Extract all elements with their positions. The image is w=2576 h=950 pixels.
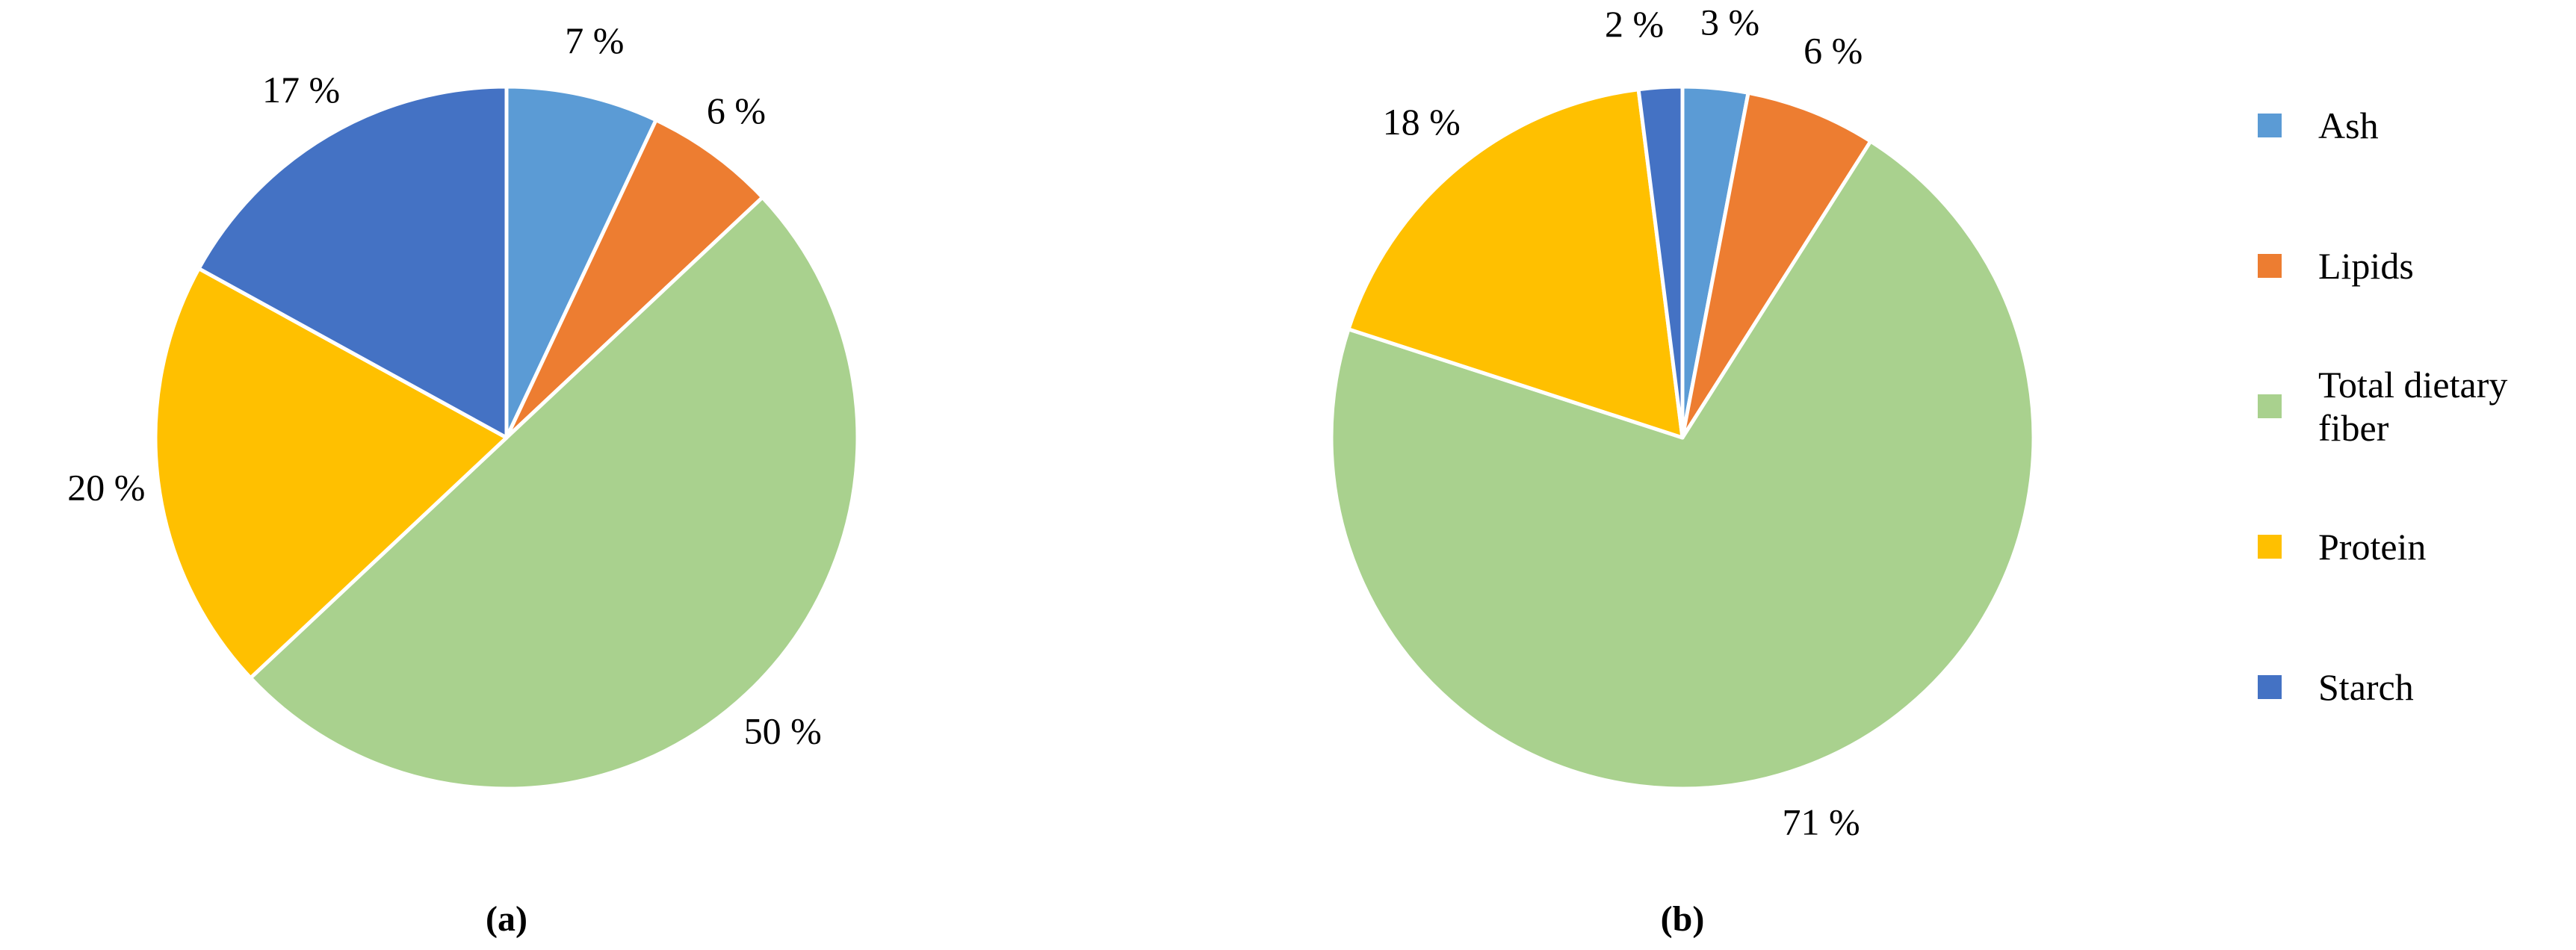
label-b-lipids: 6 % <box>1803 30 1863 72</box>
caption-b: (b) <box>1661 899 1705 939</box>
legend-swatch-lipids <box>2258 254 2282 278</box>
pie-chart-b: 3 % 6 % 71 % 18 % 2 % <box>1329 1 2036 843</box>
slice-a-ash <box>504 84 658 440</box>
legend-label-total-dietary-fiber: Total dietary <box>2318 364 2507 406</box>
slice-a-protein <box>153 267 509 680</box>
legend-item-starch: Starch <box>2258 666 2414 708</box>
label-a-ash: 7 % <box>565 19 624 61</box>
label-b-ash: 3 % <box>1700 1 1759 43</box>
slice-a-lipids <box>504 118 765 440</box>
label-b-starch: 2 % <box>1605 3 1664 45</box>
legend-swatch-starch <box>2258 675 2282 699</box>
label-b-protein: 18 % <box>1383 101 1461 143</box>
label-b-total-dietary-fiber: 71 % <box>1783 801 1860 843</box>
label-a-total-dietary-fiber: 50 % <box>744 710 822 752</box>
legend-swatch-protein <box>2258 535 2282 559</box>
label-a-starch: 17 % <box>262 69 340 111</box>
label-a-lipids: 6 % <box>707 90 766 131</box>
slice-b-starch <box>1636 84 1685 440</box>
legend-label-lipids: Lipids <box>2318 245 2414 287</box>
legend-item-lipids: Lipids <box>2258 245 2414 287</box>
legend-label-starch: Starch <box>2318 666 2414 708</box>
slice-a-total-dietary-fiber <box>248 195 860 791</box>
legend-item-protein: Protein <box>2258 526 2426 568</box>
pie-chart-a: 7 % 6 % 50 % 20 % 17 % <box>67 19 860 791</box>
slice-b-total-dietary-fiber <box>1329 139 2036 791</box>
slice-b-protein <box>1346 87 1685 440</box>
legend-swatch-ash <box>2258 114 2282 137</box>
slice-b-lipids <box>1680 90 1873 440</box>
legend-label-total-dietary-fiber: fiber <box>2318 407 2389 449</box>
legend-label-ash: Ash <box>2318 105 2379 146</box>
slice-a-starch <box>196 84 509 440</box>
caption-a: (a) <box>486 899 527 939</box>
legend-label-protein: Protein <box>2318 526 2426 568</box>
legend-swatch-total-dietary-fiber <box>2258 394 2282 418</box>
legend-item-ash: Ash <box>2258 105 2379 146</box>
label-a-protein: 20 % <box>67 467 145 509</box>
